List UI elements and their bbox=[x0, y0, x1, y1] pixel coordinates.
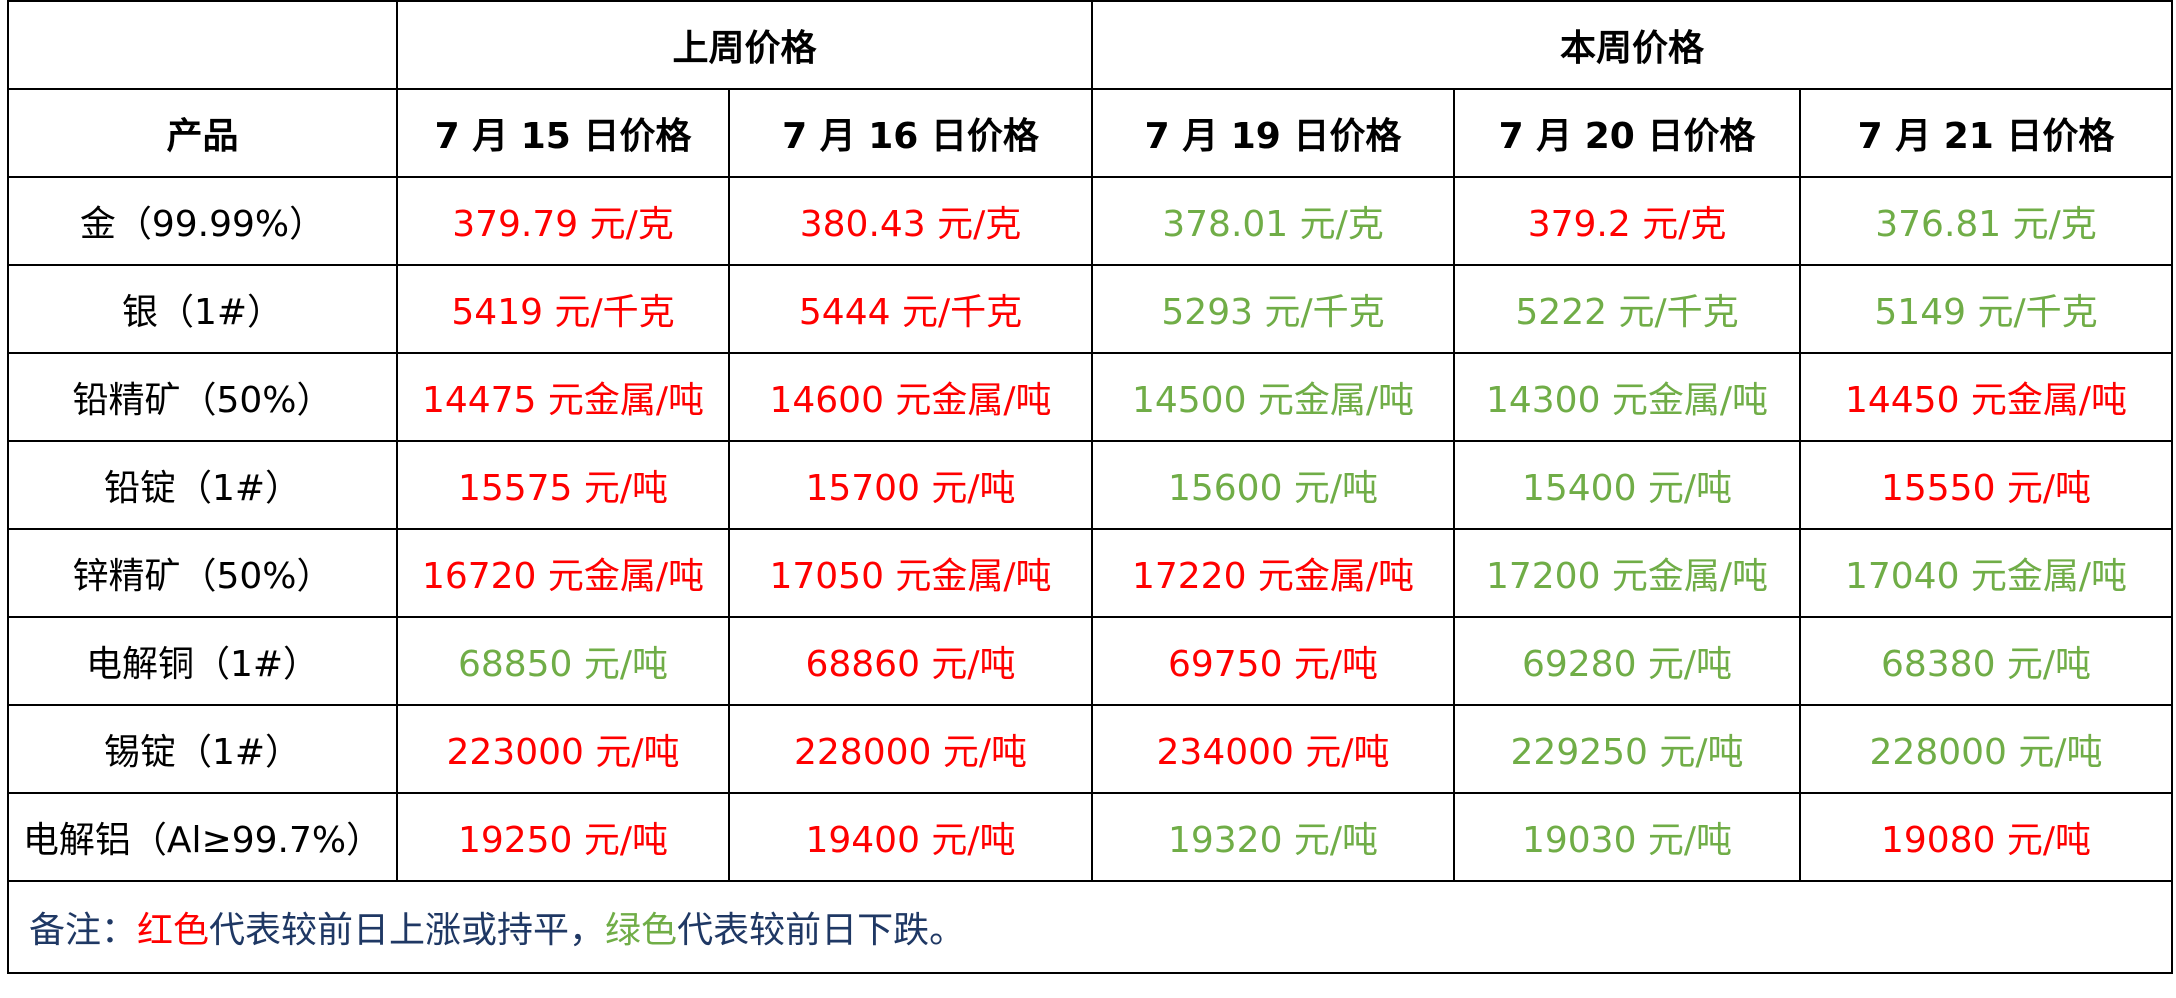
price-cell: 19250 元/吨 bbox=[396, 792, 730, 882]
price-cell: 15700 元/吨 bbox=[727, 440, 1094, 530]
price-cell: 68860 元/吨 bbox=[727, 616, 1094, 706]
price-cell: 379.79 元/克 bbox=[396, 176, 730, 266]
price-cell: 5444 元/千克 bbox=[727, 264, 1094, 354]
header-date-3: 7 月 19 日价格 bbox=[1091, 88, 1456, 178]
price-cell: 19080 元/吨 bbox=[1799, 792, 2174, 882]
price-cell: 19320 元/吨 bbox=[1091, 792, 1456, 882]
price-cell: 223000 元/吨 bbox=[396, 704, 730, 794]
header-empty-cell bbox=[7, 0, 398, 90]
price-cell: 14500 元金属/吨 bbox=[1091, 352, 1456, 442]
price-cell: 379.2 元/克 bbox=[1453, 176, 1802, 266]
product-name-cell: 锡锭（1#） bbox=[7, 704, 398, 794]
price-table-body: 金（99.99%） 379.79 元/克 380.43 元/克 378.01 元/克 3… bbox=[7, 176, 2174, 882]
header-date-4: 7 月 20 日价格 bbox=[1453, 88, 1802, 178]
price-cell: 15550 元/吨 bbox=[1799, 440, 2174, 530]
price-cell: 17040 元金属/吨 bbox=[1799, 528, 2174, 618]
note-red-word: 红色 bbox=[137, 910, 210, 951]
header-this-week: 本周价格 bbox=[1091, 0, 2174, 90]
header-date-2: 7 月 16 日价格 bbox=[727, 88, 1094, 178]
price-cell: 228000 元/吨 bbox=[727, 704, 1094, 794]
price-cell: 5419 元/千克 bbox=[396, 264, 730, 354]
price-cell: 378.01 元/克 bbox=[1091, 176, 1456, 266]
price-cell: 14300 元金属/吨 bbox=[1453, 352, 1802, 442]
note-prefix: 备注： bbox=[29, 910, 138, 951]
price-cell: 5293 元/千克 bbox=[1091, 264, 1456, 354]
note-cell: 备注：红色代表较前日上涨或持平，绿色代表较前日下跌。 bbox=[6, 880, 2174, 974]
price-cell: 5149 元/千克 bbox=[1799, 264, 2174, 354]
price-cell: 229250 元/吨 bbox=[1453, 704, 1802, 794]
note-green-word: 绿色 bbox=[605, 910, 678, 951]
table-row: 金（99.99%） 379.79 元/克 380.43 元/克 378.01 元/克 3… bbox=[7, 176, 2174, 266]
price-cell: 14475 元金属/吨 bbox=[396, 352, 730, 442]
price-cell: 15600 元/吨 bbox=[1091, 440, 1456, 530]
table-row: 铅锭（1#） 15575 元/吨 15700 元/吨 15600 元/吨 15400 元… bbox=[7, 440, 2174, 530]
price-cell: 68380 元/吨 bbox=[1799, 616, 2174, 706]
table-row: 电解铝（Al≥99.7%） 19250 元/吨 19400 元/吨 19320 元/吨… bbox=[7, 792, 2174, 882]
table-row: 电解铜（1#） 68850 元/吨 68860 元/吨 69750 元/吨 69280 … bbox=[7, 616, 2174, 706]
product-name-cell: 铅精矿（50%） bbox=[7, 352, 398, 442]
price-cell: 17220 元金属/吨 bbox=[1091, 528, 1456, 618]
price-cell: 15400 元/吨 bbox=[1453, 440, 1802, 530]
price-cell: 14450 元金属/吨 bbox=[1799, 352, 2174, 442]
header-row-dates: 产品 7 月 15 日价格 7 月 16 日价格 7 月 19 日价格 7 月 … bbox=[7, 88, 2174, 178]
header-row-weeks: 上周价格 本周价格 bbox=[7, 0, 2174, 90]
table-row: 锌精矿（50%） 16720 元金属/吨 17050 元金属/吨 17220 元金属/… bbox=[7, 528, 2174, 618]
price-cell: 17050 元金属/吨 bbox=[727, 528, 1094, 618]
product-name-cell: 电解铝（Al≥99.7%） bbox=[7, 792, 398, 882]
price-cell: 376.81 元/克 bbox=[1799, 176, 2174, 266]
price-cell: 16720 元金属/吨 bbox=[396, 528, 730, 618]
table-row: 锡锭（1#） 223000 元/吨 228000 元/吨 234000 元/吨 2292… bbox=[7, 704, 2174, 794]
header-date-5: 7 月 21 日价格 bbox=[1799, 88, 2174, 178]
table-row: 银（1#） 5419 元/千克 5444 元/千克 5293 元/千克 5222 元/千… bbox=[7, 264, 2174, 354]
product-name-cell: 银（1#） bbox=[7, 264, 398, 354]
note-red-meaning: 代表较前日上涨或持平， bbox=[209, 910, 606, 951]
product-name-cell: 锌精矿（50%） bbox=[7, 528, 398, 618]
metal-price-table: 上周价格 本周价格 产品 7 月 15 日价格 7 月 16 日价格 7 月 1… bbox=[6, 0, 2174, 974]
price-cell: 19030 元/吨 bbox=[1453, 792, 1802, 882]
price-cell: 69280 元/吨 bbox=[1453, 616, 1802, 706]
price-cell: 228000 元/吨 bbox=[1799, 704, 2174, 794]
price-cell: 15575 元/吨 bbox=[396, 440, 730, 530]
note-row: 备注：红色代表较前日上涨或持平，绿色代表较前日下跌。 bbox=[6, 880, 2174, 974]
price-cell: 17200 元金属/吨 bbox=[1453, 528, 1802, 618]
price-cell: 14600 元金属/吨 bbox=[727, 352, 1094, 442]
price-cell: 19400 元/吨 bbox=[727, 792, 1094, 882]
table-row: 铅精矿（50%） 14475 元金属/吨 14600 元金属/吨 14500 元金属/… bbox=[7, 352, 2174, 442]
price-table-container: 上周价格 本周价格 产品 7 月 15 日价格 7 月 16 日价格 7 月 1… bbox=[6, 0, 2174, 974]
price-cell: 380.43 元/克 bbox=[727, 176, 1094, 266]
product-name-cell: 电解铜（1#） bbox=[7, 616, 398, 706]
header-last-week: 上周价格 bbox=[395, 0, 1094, 90]
price-cell: 68850 元/吨 bbox=[396, 616, 730, 706]
header-date-1: 7 月 15 日价格 bbox=[396, 88, 730, 178]
product-name-cell: 金（99.99%） bbox=[7, 176, 398, 266]
price-cell: 234000 元/吨 bbox=[1091, 704, 1456, 794]
header-product: 产品 bbox=[7, 88, 398, 178]
product-name-cell: 铅锭（1#） bbox=[7, 440, 398, 530]
price-cell: 69750 元/吨 bbox=[1091, 616, 1456, 706]
price-cell: 5222 元/千克 bbox=[1453, 264, 1802, 354]
note-green-meaning: 代表较前日下跌。 bbox=[677, 910, 966, 951]
